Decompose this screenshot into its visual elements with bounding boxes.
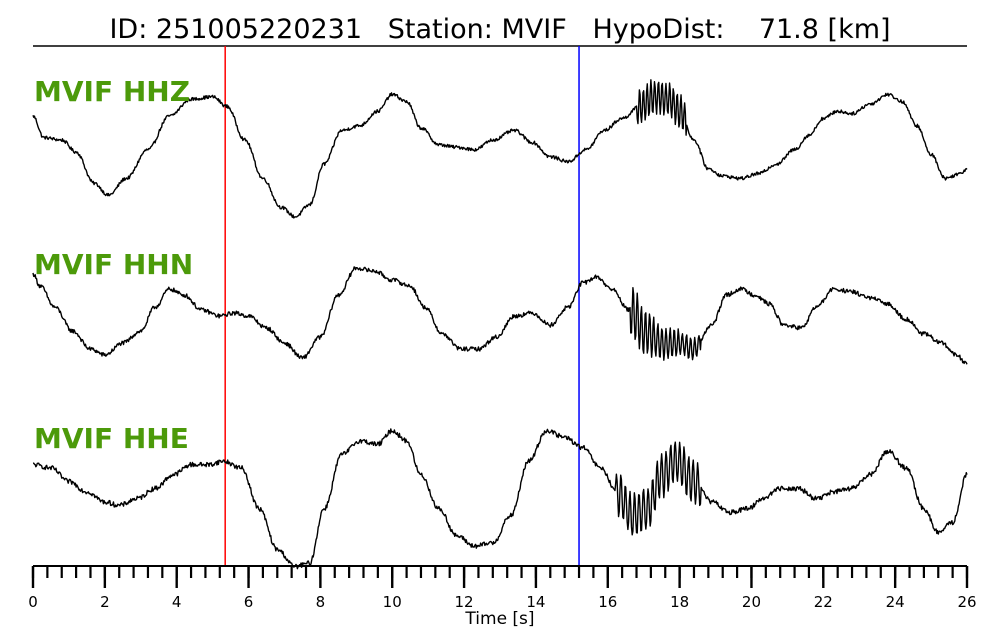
tick-label: 14 <box>526 593 545 611</box>
tick-label: 18 <box>670 593 689 611</box>
tick-label: 6 <box>244 593 254 611</box>
station-label: Station: <box>388 14 493 45</box>
waveform-traces <box>32 79 968 570</box>
channel-labels: MVIF HHZ MVIF HHN MVIF HHE <box>34 75 193 455</box>
tick-label: 20 <box>742 593 761 611</box>
tick-label: 16 <box>598 593 617 611</box>
phase-markers <box>224 46 580 566</box>
station-code: MVIF <box>501 14 566 45</box>
figure-title: ID: 251005220231 Station: MVIF HypoDist:… <box>109 14 890 45</box>
hypodist-label: HypoDist: <box>592 14 724 45</box>
tick-label: 24 <box>886 593 905 611</box>
time-axis: 0 2 4 6 8 10 12 14 16 18 20 22 24 26 <box>28 565 977 611</box>
hypodist-value: 71.8 <box>759 14 819 45</box>
channel-label-mvif-hhn: MVIF HHN <box>34 248 193 281</box>
tick-label: 22 <box>814 593 833 611</box>
tick-label: 10 <box>383 593 402 611</box>
waveform-mvif-hhn <box>32 266 968 365</box>
channel-label-mvif-hhe: MVIF HHE <box>34 422 189 455</box>
event-id: 251005220231 <box>156 14 362 45</box>
tick-label: 2 <box>100 593 110 611</box>
channel-label-mvif-hhz: MVIF HHZ <box>34 75 190 108</box>
tick-label: 12 <box>455 593 474 611</box>
tick-label: 8 <box>316 593 326 611</box>
x-axis-label: Time [s] <box>464 609 534 629</box>
waveform-mvif-hhe <box>32 428 968 570</box>
id-label: ID: <box>109 14 147 45</box>
hypodist-unit: [km] <box>828 14 891 45</box>
tick-label: 26 <box>957 593 976 611</box>
tick-label: 4 <box>172 593 182 611</box>
tick-label: 0 <box>28 593 38 611</box>
waveform-mvif-hhz <box>32 79 968 219</box>
